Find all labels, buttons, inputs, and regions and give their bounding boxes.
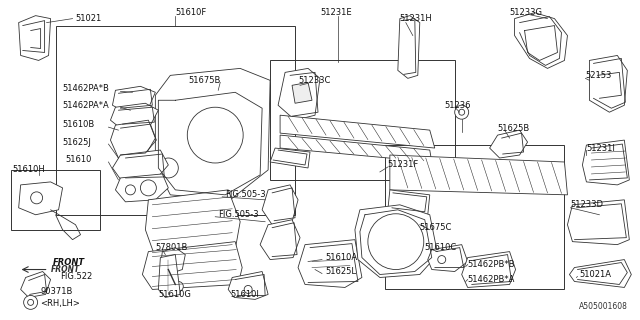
Text: 51610B: 51610B [63, 120, 95, 129]
Circle shape [459, 109, 465, 115]
Circle shape [244, 285, 252, 293]
Text: 52153: 52153 [586, 71, 612, 80]
Text: FIG.505-3: FIG.505-3 [218, 210, 259, 219]
Polygon shape [145, 190, 240, 258]
Polygon shape [388, 190, 430, 215]
Text: 51610I: 51610I [230, 290, 259, 299]
Text: 51233G: 51233G [509, 8, 543, 17]
Text: 51625L: 51625L [325, 267, 356, 276]
Polygon shape [158, 255, 180, 297]
Polygon shape [115, 174, 168, 202]
Polygon shape [490, 130, 527, 158]
Text: FRONT: FRONT [51, 265, 80, 274]
Text: 51462PB*A: 51462PB*A [468, 275, 515, 284]
Polygon shape [589, 55, 627, 112]
Polygon shape [161, 248, 186, 274]
Text: FIG.505-3: FIG.505-3 [225, 190, 266, 199]
Circle shape [173, 282, 183, 292]
Text: 51236: 51236 [445, 101, 471, 110]
Text: FIG.522: FIG.522 [61, 272, 93, 281]
Polygon shape [461, 252, 516, 287]
Text: 51610F: 51610F [175, 8, 207, 17]
Polygon shape [20, 271, 51, 297]
Circle shape [31, 192, 43, 204]
Polygon shape [582, 140, 629, 185]
Text: 51462PB*B: 51462PB*B [468, 260, 515, 269]
Text: 51233D: 51233D [570, 200, 604, 209]
Text: 51462PA*A: 51462PA*A [63, 101, 109, 110]
Text: <RH,LH>: <RH,LH> [40, 299, 81, 308]
Polygon shape [278, 68, 320, 120]
Text: 51610A: 51610A [325, 253, 357, 262]
Polygon shape [111, 103, 158, 128]
Polygon shape [270, 148, 310, 168]
Text: 51462PA*B: 51462PA*B [63, 84, 109, 93]
Circle shape [28, 300, 34, 305]
Text: 51610G: 51610G [158, 290, 191, 299]
Text: 51233C: 51233C [298, 76, 330, 85]
Circle shape [125, 185, 136, 195]
Polygon shape [568, 200, 629, 244]
Polygon shape [292, 82, 312, 103]
Polygon shape [156, 68, 270, 200]
Text: 51610C: 51610C [425, 243, 457, 252]
Bar [11, 170, 100, 230]
Text: 51021A: 51021A [579, 270, 611, 279]
Polygon shape [355, 205, 438, 277]
Circle shape [24, 295, 38, 309]
Text: 51021: 51021 [76, 14, 102, 23]
Polygon shape [142, 242, 242, 289]
Text: 51625B: 51625B [498, 124, 530, 132]
Circle shape [188, 107, 243, 163]
Text: A505001608: A505001608 [579, 302, 627, 311]
Bar [270, 60, 454, 180]
Polygon shape [390, 155, 568, 195]
Polygon shape [228, 271, 268, 300]
Polygon shape [19, 182, 63, 215]
Polygon shape [113, 86, 156, 112]
Circle shape [454, 105, 468, 119]
Circle shape [368, 214, 424, 269]
Circle shape [158, 158, 179, 178]
Text: 90371B: 90371B [40, 287, 73, 296]
Polygon shape [19, 16, 51, 60]
Text: 57801B: 57801B [156, 243, 188, 252]
Bar [56, 26, 295, 215]
Text: 51610H: 51610H [13, 165, 45, 174]
Polygon shape [262, 185, 298, 225]
Text: FRONT: FRONT [52, 258, 84, 267]
Circle shape [438, 256, 445, 264]
Text: 51625J: 51625J [63, 138, 92, 147]
Polygon shape [428, 244, 468, 271]
Polygon shape [570, 260, 631, 287]
Polygon shape [260, 220, 300, 260]
Polygon shape [280, 135, 432, 162]
Circle shape [140, 180, 156, 196]
Polygon shape [280, 115, 435, 148]
Text: 51231F: 51231F [388, 160, 419, 170]
Text: 51231H: 51231H [400, 14, 433, 23]
Text: 51231E: 51231E [320, 8, 351, 17]
Polygon shape [398, 16, 420, 78]
Polygon shape [111, 120, 156, 158]
Text: 51675C: 51675C [420, 223, 452, 232]
Bar [385, 145, 564, 289]
Polygon shape [515, 13, 568, 68]
Polygon shape [298, 240, 362, 287]
Text: 51231I: 51231I [586, 144, 615, 153]
Text: 51675B: 51675B [188, 76, 221, 85]
Polygon shape [113, 150, 168, 182]
Text: 51610: 51610 [65, 156, 92, 164]
